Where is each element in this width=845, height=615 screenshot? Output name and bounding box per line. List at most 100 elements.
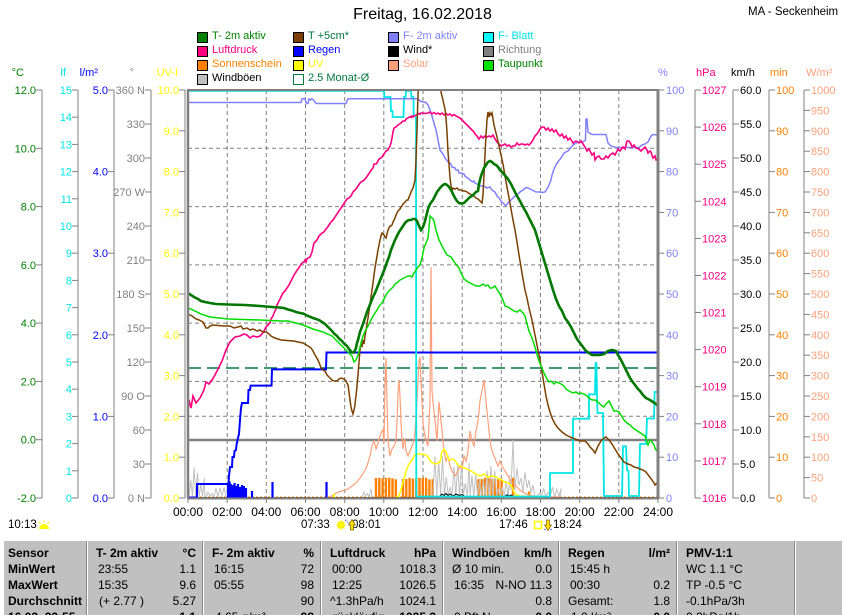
svg-text:2: 2 (66, 439, 72, 451)
svg-text:16:00: 16:00 (486, 505, 516, 519)
svg-text:10:00: 10:00 (369, 505, 399, 519)
svg-text:100: 100 (776, 85, 794, 97)
svg-text:20: 20 (776, 411, 788, 423)
svg-text:600: 600 (811, 248, 829, 260)
svg-text:45.0: 45.0 (740, 187, 761, 199)
svg-text:12: 12 (60, 167, 72, 179)
svg-text:40.0: 40.0 (740, 221, 761, 233)
svg-text:9.0: 9.0 (164, 126, 179, 138)
svg-text:60.0: 60.0 (740, 85, 761, 97)
svg-text:4: 4 (66, 384, 72, 396)
svg-text:1024: 1024 (702, 196, 726, 208)
svg-text:30: 30 (133, 459, 145, 471)
svg-text:12:00: 12:00 (408, 505, 438, 519)
svg-text:30: 30 (666, 371, 678, 383)
svg-text:3: 3 (66, 411, 72, 423)
svg-text:11: 11 (61, 194, 72, 206)
svg-text:UV-I: UV-I (157, 67, 178, 79)
svg-text:1016: 1016 (702, 493, 726, 505)
svg-text:50: 50 (811, 473, 823, 485)
svg-text:210: 210 (127, 255, 145, 267)
svg-text:1.0: 1.0 (164, 452, 179, 464)
svg-text:12.0: 12.0 (15, 85, 36, 97)
svg-text:100: 100 (666, 85, 684, 97)
svg-text:%: % (658, 67, 668, 79)
svg-text:10: 10 (666, 452, 678, 464)
svg-text:9: 9 (66, 248, 72, 260)
svg-text:14: 14 (60, 112, 72, 124)
svg-text:20:00: 20:00 (565, 505, 595, 519)
svg-text:1019: 1019 (702, 382, 726, 394)
svg-text:70: 70 (666, 207, 678, 219)
svg-text:50: 50 (666, 289, 678, 301)
svg-text:15.0: 15.0 (740, 391, 761, 403)
svg-text:1000: 1000 (811, 85, 835, 97)
svg-text:1027: 1027 (702, 85, 726, 97)
svg-text:270 W: 270 W (113, 187, 145, 199)
svg-text:450: 450 (811, 309, 829, 321)
svg-text:330: 330 (127, 119, 145, 131)
svg-text:650: 650 (811, 228, 829, 240)
svg-text:min: min (770, 67, 788, 79)
svg-text:4.0: 4.0 (93, 167, 108, 179)
svg-text:15: 15 (60, 85, 72, 97)
svg-text:300: 300 (811, 371, 829, 383)
svg-text:-2.0: -2.0 (17, 493, 36, 505)
svg-text:350: 350 (811, 350, 829, 362)
svg-text:2.0: 2.0 (164, 411, 179, 423)
svg-text:10: 10 (776, 452, 788, 464)
svg-text:0.0: 0.0 (164, 493, 179, 505)
svg-text:10.0: 10.0 (740, 425, 761, 437)
svg-text:2.0: 2.0 (93, 330, 108, 342)
svg-text:km/h: km/h (731, 67, 755, 79)
svg-text:22:00: 22:00 (604, 505, 634, 519)
svg-text:1017: 1017 (702, 456, 726, 468)
svg-text:10.0: 10.0 (158, 85, 179, 97)
svg-text:5: 5 (66, 357, 72, 369)
svg-text:90: 90 (776, 126, 788, 138)
svg-text:90: 90 (666, 126, 678, 138)
svg-text:8: 8 (66, 275, 72, 287)
svg-text:6.0: 6.0 (21, 260, 36, 272)
svg-text:850: 850 (811, 146, 829, 158)
svg-text:06:00: 06:00 (290, 505, 320, 519)
svg-text:80: 80 (776, 167, 788, 179)
svg-text:10: 10 (60, 221, 72, 233)
svg-text:1.0: 1.0 (93, 411, 108, 423)
svg-text:550: 550 (811, 269, 829, 281)
svg-text:120: 120 (127, 357, 145, 369)
svg-text:4.0: 4.0 (164, 330, 179, 342)
svg-text:1020: 1020 (702, 345, 726, 357)
svg-text:8.0: 8.0 (164, 167, 179, 179)
svg-text:55.0: 55.0 (740, 119, 761, 131)
svg-text:240: 240 (127, 221, 145, 233)
svg-text:7: 7 (66, 303, 72, 315)
svg-text:1025: 1025 (702, 159, 726, 171)
svg-text:lf: lf (61, 67, 67, 79)
svg-text:1021: 1021 (702, 308, 726, 320)
svg-text:5.0: 5.0 (740, 459, 755, 471)
svg-text:0.0: 0.0 (740, 493, 755, 505)
svg-text:250: 250 (811, 391, 829, 403)
svg-text:8.0: 8.0 (21, 202, 36, 214)
svg-text:13: 13 (60, 139, 72, 151)
svg-text:60: 60 (133, 425, 145, 437)
svg-text:0.0: 0.0 (21, 435, 36, 447)
svg-text:40: 40 (776, 330, 788, 342)
svg-text:50.0: 50.0 (740, 153, 761, 165)
svg-text:180 S: 180 S (116, 289, 145, 301)
svg-text:300: 300 (127, 153, 145, 165)
svg-text:0: 0 (776, 493, 782, 505)
svg-text:W/m²: W/m² (806, 67, 833, 79)
svg-text:1026: 1026 (702, 122, 726, 134)
svg-text:0: 0 (666, 493, 672, 505)
svg-text:100: 100 (811, 452, 829, 464)
svg-text:5.0: 5.0 (164, 289, 179, 301)
svg-text:25.0: 25.0 (740, 323, 761, 335)
svg-text:3.0: 3.0 (164, 371, 179, 383)
svg-text:°C: °C (12, 67, 24, 79)
svg-text:60: 60 (666, 248, 678, 260)
svg-text:30: 30 (776, 371, 788, 383)
svg-text:0: 0 (811, 493, 817, 505)
svg-text:900: 900 (811, 126, 829, 138)
